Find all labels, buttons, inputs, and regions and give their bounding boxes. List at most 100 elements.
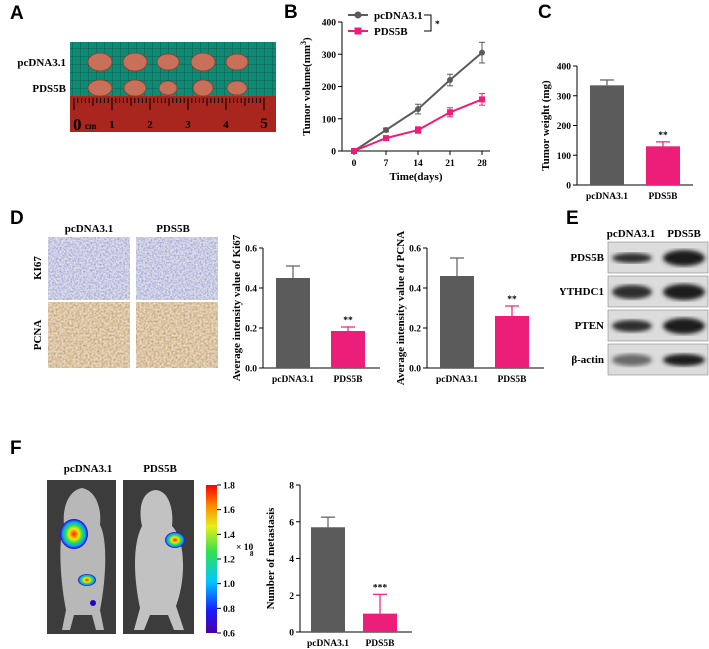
y-axis-label: Average intensity value of Ki67 [231, 234, 243, 381]
panel-letter-e: E [566, 208, 579, 229]
panel-letter-b: B [284, 2, 298, 23]
ruler-number: 4 [223, 119, 229, 131]
ruler-zero: 0 [73, 115, 82, 134]
wb-col-pcdna: pcDNA3.1 [607, 228, 656, 240]
y-tick-label: 200 [557, 122, 572, 132]
y-tick-label: 2 [289, 592, 294, 602]
y-axis-label: Tumor weight (mg) [540, 80, 552, 171]
y-axis-label: Tumor volume(mm3) [299, 37, 313, 136]
ihc-col-pds5b: PDS5B [156, 223, 190, 235]
tumor-pds5b [158, 80, 178, 96]
bar [311, 527, 345, 632]
ruler-unit: cm [85, 121, 97, 131]
x-tick-label: 21 [445, 159, 455, 169]
data-point [383, 135, 389, 142]
blot-row-label: PDS5B [570, 252, 604, 264]
tumor-pds5b [87, 79, 113, 97]
colorbar-unit: × 10 [236, 543, 254, 553]
signal-pds5b [165, 532, 185, 548]
significance-mark: ** [343, 316, 353, 326]
tumor-pcdna [225, 53, 249, 71]
series-line [353, 51, 483, 152]
bar [495, 316, 529, 368]
ihc-row-pcna: PCNA [32, 320, 44, 351]
bar [440, 276, 474, 368]
chart-f-metastasis: 0 2 4 6 8 Number of metastasis pcDNA3.1 PDS5B **… [265, 482, 412, 649]
y-tick-label: 0.2 [409, 325, 421, 335]
data-point [415, 127, 421, 134]
band-pds5b [663, 284, 705, 300]
y-tick-label: 0.0 [245, 365, 257, 375]
colorbar-exponent: 8 [250, 550, 254, 558]
data-point [479, 96, 485, 103]
panel-letter-c: C [538, 2, 552, 23]
blot-row-label: YTHDC1 [560, 286, 604, 298]
y-tick-label: 300 [557, 92, 572, 102]
legend-marker [354, 11, 362, 19]
colorbar-tick-label: 0.8 [223, 605, 235, 615]
colorbar [206, 485, 217, 633]
wb-col-pds5b: PDS5B [667, 228, 701, 240]
y-tick-label: 400 [557, 63, 572, 73]
significance-bracket [424, 14, 432, 32]
row-label-pcdna: pcDNA3.1 [17, 57, 66, 69]
x-tick-label: pcDNA3.1 [436, 375, 478, 385]
panel-letter-a: A [10, 3, 24, 24]
x-tick-label: 28 [477, 159, 487, 169]
x-tick-label: pcDNA3.1 [307, 639, 349, 649]
legend-marker [354, 27, 362, 35]
tumor-pds5b [192, 79, 214, 97]
y-tick-label: 0 [566, 182, 571, 192]
band-pds5b [663, 318, 705, 334]
legend-label: PDS5B [374, 26, 408, 38]
y-tick-label: 0.0 [409, 365, 421, 375]
y-tick-label: 6 [289, 518, 294, 528]
panel-a-tumor-photo: 0 cm 1 2 3 4 5 pcDNA3.1 PDS5B [17, 42, 276, 134]
panel-letter-f: F [10, 438, 22, 459]
data-point [479, 49, 485, 56]
x-tick-label: 7 [384, 159, 389, 169]
row-label-pds5b: PDS5B [32, 83, 66, 95]
y-tick-label: 0.4 [245, 285, 257, 295]
x-axis-label: Time(days) [390, 171, 443, 183]
signal-abdomen-pcdna [78, 574, 96, 586]
blot-row-label: β-actin [571, 354, 604, 366]
y-tick-label: 100 [557, 152, 572, 162]
data-point [415, 106, 421, 113]
x-tick-label: pcDNA3.1 [586, 192, 628, 202]
tumor-pcdna [156, 53, 180, 71]
bar [363, 613, 397, 632]
colorbar-tick-label: 1.4 [223, 531, 235, 541]
img-col-pds5b: PDS5B [143, 463, 177, 475]
panel-d-ihc-images: pcDNA3.1 PDS5B KI67 PCNA [32, 223, 218, 368]
band-pcdna [612, 253, 652, 263]
x-tick-label: 14 [413, 159, 423, 169]
data-point [383, 127, 389, 134]
bar [646, 146, 680, 185]
chart-c-tumor-weight: 0 100 200 300 400 Tumor weight (mg) pcDNA3.1 PD… [540, 63, 693, 202]
tumor-pcdna [87, 52, 113, 72]
x-tick-label: PDS5B [648, 192, 678, 202]
tumor-pds5b [123, 79, 147, 97]
band-pcdna [612, 354, 652, 366]
tumor-pds5b [226, 80, 248, 96]
signal-lung-pcdna [60, 519, 88, 549]
y-tick-label: 0 [289, 629, 294, 639]
colorbar-tick-label: 1.2 [223, 556, 235, 566]
y-tick-label: 8 [289, 482, 294, 492]
y-tick-label: 4 [289, 555, 294, 565]
significance-mark: ** [658, 131, 668, 141]
band-pcdna [612, 285, 652, 299]
x-tick-label: 0 [352, 159, 357, 169]
significance-mark: ** [507, 295, 517, 305]
img-col-pcdna: pcDNA3.1 [64, 463, 113, 475]
band-pcdna [612, 320, 652, 332]
x-tick-label: PDS5B [497, 375, 527, 385]
panel-letter-d: D [10, 208, 24, 229]
x-tick-label: PDS5B [333, 375, 363, 385]
panel-f-imaging: pcDNA3.1 PDS5B 1.8 1.6 1.4 1.2 1.0 0.8 0.6 × 1… [47, 463, 254, 640]
panel-e-western-blot: pcDNA3.1 PDS5B PDS5B YTHDC1 PTEN β-actin [560, 228, 709, 376]
legend-label: pcDNA3.1 [374, 10, 423, 22]
